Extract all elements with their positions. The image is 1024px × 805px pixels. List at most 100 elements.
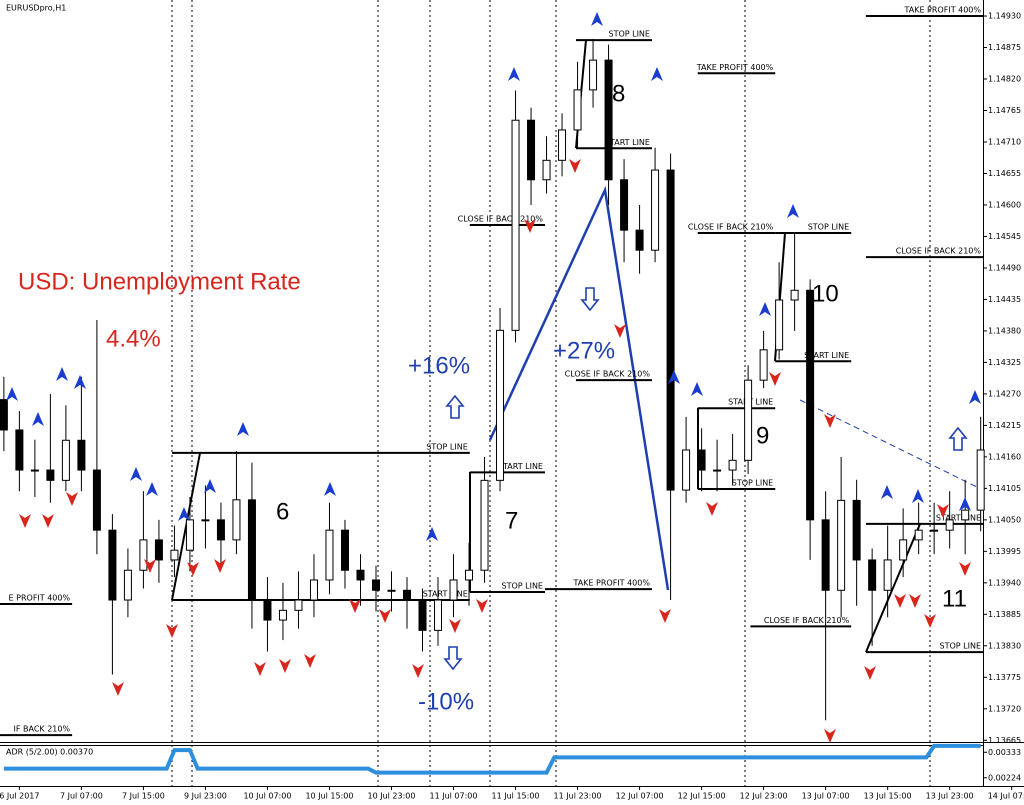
x-tick-label: 12 Jul 07:00	[616, 792, 664, 801]
candle-body	[294, 599, 303, 611]
sell-arrow	[769, 372, 781, 386]
candle-body	[92, 469, 101, 531]
candle-body	[759, 349, 768, 381]
sell-arrow	[937, 504, 949, 518]
x-tick-label: 14 Jul 07:00	[988, 792, 1024, 801]
candle-body	[682, 449, 691, 491]
annotation: +27%	[553, 337, 615, 364]
level-label: CLOSE IF BACK 210%	[764, 616, 850, 625]
candle-body	[666, 169, 675, 491]
level-label: STOP LINE	[808, 223, 849, 232]
buy-arrow	[204, 479, 216, 493]
level-label: START LINE	[804, 351, 849, 360]
indicator-tick-label: 0.00224	[988, 773, 1021, 782]
buy-arrow	[237, 422, 249, 436]
level-label: STOP LINE	[940, 642, 981, 651]
candle-body	[496, 329, 505, 481]
x-tick-label: 7 Jul 07:00	[60, 792, 103, 801]
sell-arrow	[706, 502, 718, 516]
candle-body	[387, 589, 396, 592]
level-label: STOP LINE	[732, 478, 773, 487]
candle-body	[837, 499, 846, 591]
y-tick-label: 1.14490	[988, 263, 1021, 272]
annotation: 9	[756, 422, 769, 449]
buy-arrow	[668, 370, 680, 384]
candle-body	[775, 299, 784, 351]
buy-arrow	[6, 387, 18, 401]
y-tick-label: 1.14380	[988, 326, 1021, 335]
x-tick-label: 10 Jul 15:00	[305, 792, 353, 801]
y-tick-label: 1.14820	[988, 75, 1021, 84]
candle-body	[821, 519, 830, 591]
sell-arrow	[449, 619, 461, 633]
candle-body	[697, 449, 706, 471]
candle-body	[216, 519, 225, 541]
candle-body	[0, 399, 8, 431]
candle-body	[340, 529, 349, 571]
y-tick-label: 1.14765	[988, 106, 1021, 115]
sell-arrow	[304, 654, 316, 668]
hollow-arrows	[443, 287, 968, 671]
level-label: E PROFIT 400%	[9, 594, 71, 603]
candle-body	[402, 589, 411, 601]
candle-body	[620, 179, 629, 231]
buy-arrow	[969, 390, 981, 404]
x-tick-label: 11 Jul 07:00	[430, 792, 478, 801]
annotation: 4.4%	[106, 325, 161, 352]
buy-arrow	[74, 375, 86, 389]
annotation: 6	[276, 498, 289, 525]
candle-body	[170, 549, 179, 561]
buy-arrow	[426, 527, 438, 541]
sell-arrow	[924, 614, 936, 628]
candle-body	[356, 569, 365, 581]
y-tick-label: 1.13940	[988, 578, 1021, 587]
candle-body	[278, 609, 287, 621]
y-tick-label: 1.14160	[988, 452, 1021, 461]
y-tick-label: 1.14930	[988, 12, 1021, 21]
sell-arrow	[254, 662, 266, 676]
y-tick-label: 1.14105	[988, 484, 1021, 493]
day-separators	[171, 0, 931, 786]
annotation: 7	[505, 507, 518, 534]
sell-arrow	[614, 324, 626, 338]
x-tick-label: 13 Jul 07:00	[802, 792, 850, 801]
layout	[0, 0, 1024, 787]
level-label: START LINE	[423, 590, 468, 599]
level-label: CLOSE IF BACK 210%	[688, 223, 774, 232]
sell-arrow	[349, 599, 361, 613]
y-tick-label: 1.14050	[988, 515, 1021, 524]
candle-body	[77, 439, 86, 471]
candle-body	[527, 119, 536, 181]
level-label: IF BACK 210%	[14, 725, 71, 734]
y-tick-label: 1.14215	[988, 421, 1021, 430]
candle-body	[883, 559, 892, 591]
candle-body	[790, 289, 799, 301]
annotation: 8	[612, 80, 625, 107]
candle-body	[325, 529, 334, 581]
level-label: STOP LINE	[502, 581, 543, 590]
buy-arrow	[912, 489, 924, 503]
y-tick-label: 1.13665	[988, 736, 1021, 745]
candle-body	[589, 59, 598, 91]
candle-body	[945, 519, 954, 531]
x-tick-label: 13 Jul 15:00	[864, 792, 912, 801]
candle-body	[263, 599, 272, 621]
candle-body	[744, 379, 753, 461]
y-tick-label: 1.14270	[988, 389, 1021, 398]
annotation: 10	[812, 280, 839, 307]
y-tick-label: 1.14545	[988, 232, 1021, 241]
sell-arrow	[214, 559, 226, 573]
candle-body	[868, 559, 877, 591]
y-tick-label: 1.14875	[988, 43, 1021, 52]
candle-body	[185, 519, 194, 551]
candle-body	[480, 479, 489, 571]
sell-arrow	[166, 624, 178, 638]
candle-body	[465, 569, 474, 581]
candle-body	[806, 289, 815, 521]
candle-body	[899, 539, 908, 561]
x-tick-label: 13 Jul 23:00	[926, 792, 974, 801]
buy-arrow	[881, 485, 893, 499]
buy-arrow	[32, 412, 44, 426]
candle-body	[573, 89, 582, 131]
